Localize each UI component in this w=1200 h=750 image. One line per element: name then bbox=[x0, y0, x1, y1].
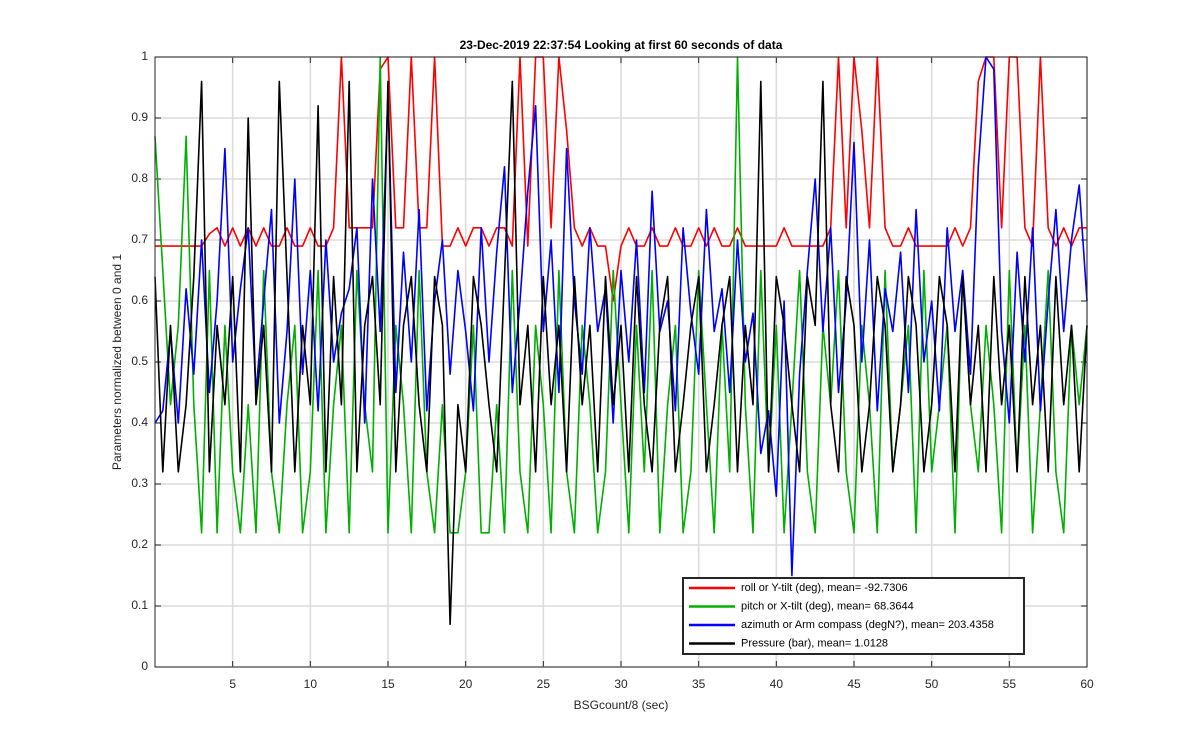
y-tick-label: 0.7 bbox=[131, 232, 148, 246]
y-tick-label: 0.4 bbox=[131, 415, 148, 429]
x-tick-label: 45 bbox=[847, 677, 861, 691]
y-tick-label: 0.9 bbox=[131, 110, 148, 124]
legend: roll or Y-tilt (deg), mean= -92.7306 pitc… bbox=[682, 577, 1025, 655]
y-tick-label: 0 bbox=[141, 659, 148, 673]
y-tick-label: 0.1 bbox=[131, 598, 148, 612]
x-tick-label: 20 bbox=[459, 677, 473, 691]
y-tick-label: 0.8 bbox=[131, 171, 148, 185]
series-line bbox=[154, 80, 1088, 626]
y-tick-label: 0.5 bbox=[131, 354, 148, 368]
x-tick-label: 25 bbox=[537, 677, 551, 691]
y-tick-label: 0.2 bbox=[131, 537, 148, 551]
x-tick-label: 55 bbox=[1003, 677, 1017, 691]
x-tick-label: 30 bbox=[614, 677, 628, 691]
x-tick-label: 40 bbox=[770, 677, 784, 691]
y-axis-label: Parameters normalized between 0 and 1 bbox=[110, 254, 124, 470]
legend-label: roll or Y-tilt (deg), mean= -92.7306 bbox=[741, 582, 908, 594]
x-tick-label: 15 bbox=[381, 677, 395, 691]
chart-title: 23-Dec-2019 22:37:54 Looking at first 60… bbox=[460, 38, 783, 52]
series-line bbox=[155, 56, 1087, 302]
x-tick-label: 5 bbox=[229, 677, 236, 691]
y-tick-label: 0.3 bbox=[131, 476, 148, 490]
x-tick-label: 35 bbox=[692, 677, 706, 691]
x-tick-label: 50 bbox=[925, 677, 939, 691]
legend-label: Pressure (bar), mean= 1.0128 bbox=[741, 637, 888, 649]
series-line bbox=[154, 56, 1088, 534]
plot-frame bbox=[154, 56, 1088, 668]
series-line bbox=[154, 56, 1088, 577]
legend-box bbox=[682, 577, 1025, 655]
x-axis-label: BSGcount/8 (sec) bbox=[574, 698, 669, 712]
x-tick-label: 10 bbox=[304, 677, 318, 691]
x-tick-label: 60 bbox=[1080, 677, 1094, 691]
legend-label: pitch or X-tilt (deg), mean= 68.3644 bbox=[741, 600, 914, 612]
y-tick-label: 1 bbox=[141, 49, 148, 63]
legend-label: azimuth or Arm compass (degN?), mean= 20… bbox=[741, 619, 994, 631]
y-tick-label: 0.6 bbox=[131, 293, 148, 307]
